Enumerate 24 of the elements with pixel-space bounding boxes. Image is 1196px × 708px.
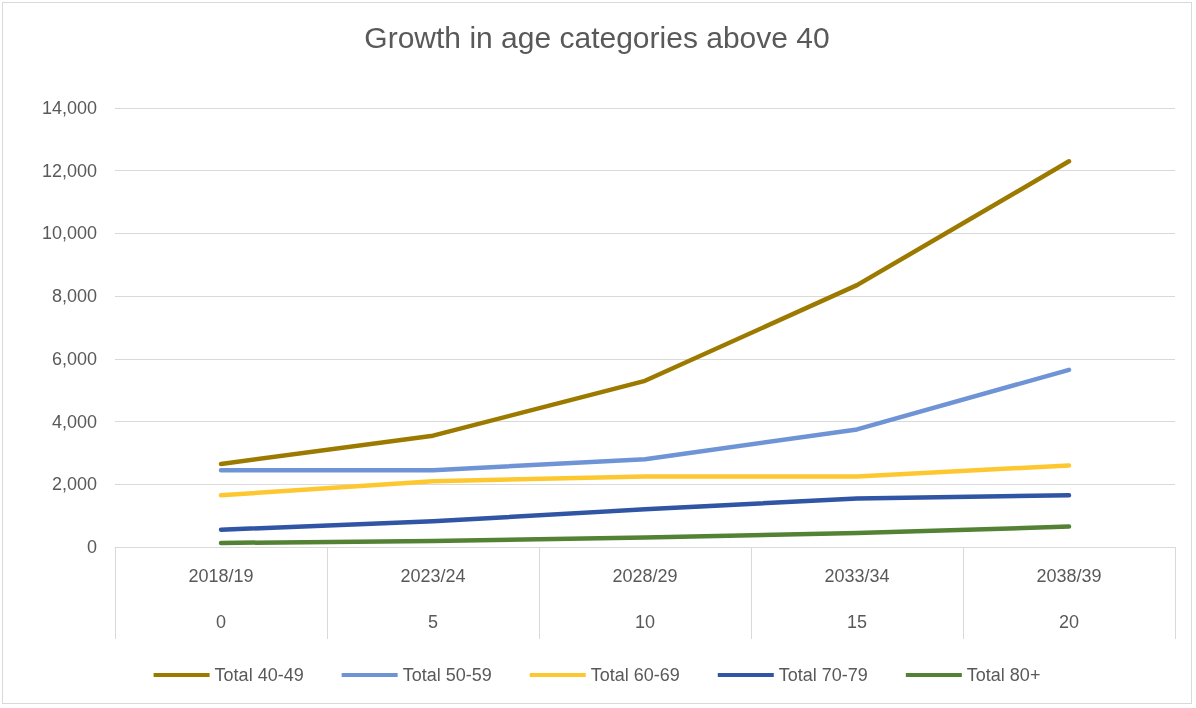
chart-title: Growth in age categories above 40 <box>364 20 830 54</box>
y-tick-label: 6,000 <box>51 348 97 369</box>
y-tick-label: 14,000 <box>41 98 97 118</box>
legend-label: Total 80+ <box>966 665 1041 685</box>
category-label: 2033/34 15 <box>824 566 890 632</box>
line-series <box>218 524 1072 546</box>
y-tick-label: 10,000 <box>41 223 97 244</box>
y-tick-label: 0 <box>86 537 97 557</box>
y-tick-label: 12,000 <box>41 160 97 181</box>
line-series <box>218 463 1072 498</box>
y-tick-label: 2,000 <box>51 474 97 495</box>
y-tick-label: 4,000 <box>51 411 97 432</box>
line-series <box>218 367 1072 473</box>
legend-label: Total 60-69 <box>590 665 680 685</box>
category-label: 2028/29 10 <box>612 566 678 632</box>
category-label: 2023/24 5 <box>400 566 466 632</box>
category-label: 2018/19 0 <box>188 566 254 632</box>
y-tick-label: 8,000 <box>51 286 97 307</box>
legend-label: Total 40-49 <box>214 665 304 685</box>
legend-label: Total 50-59 <box>402 665 492 685</box>
line-series <box>218 493 1072 532</box>
category-label: 2038/39 20 <box>1036 566 1102 632</box>
line-series <box>218 159 1072 467</box>
legend-label: Total 70-79 <box>778 665 868 685</box>
